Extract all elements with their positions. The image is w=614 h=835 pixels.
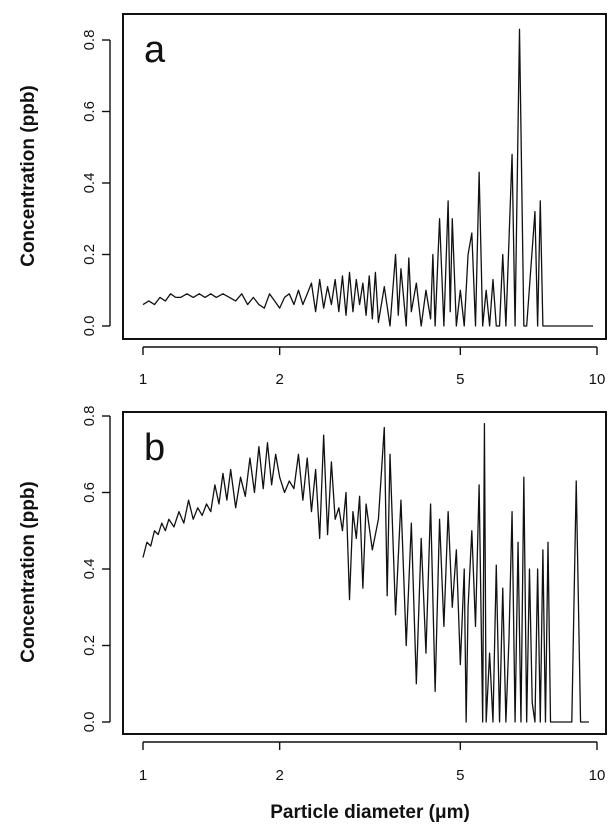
- panel-b: b 0.0 0.2 0.4 0.6 0.8 1 2 5 10 Concentration (p…: [18, 406, 607, 784]
- panel-b-y-axis: 0.0 0.2 0.4 0.6 0.8: [81, 406, 111, 733]
- panel-b-y-tick-label: 0.6: [81, 482, 98, 503]
- panel-a-y-tick-label: 0.4: [81, 173, 98, 194]
- panel-b-y-label: Concentration (ppb): [18, 481, 39, 663]
- panel-b-y-tick-label: 0.4: [81, 559, 98, 580]
- panel-a-y-axis: 0.0 0.2 0.4 0.6 0.8: [81, 30, 111, 337]
- panel-a-y-label: Concentration (ppb): [18, 85, 39, 267]
- panel-b-frame: [122, 411, 607, 735]
- panel-a-y-tick-label: 0.6: [81, 101, 98, 122]
- panel-b-x-tick-label: 2: [275, 767, 283, 784]
- panel-b-x-tick-label: 10: [589, 767, 606, 784]
- panel-b-x-axis: 1 2 5 10: [139, 741, 606, 784]
- panel-a-y-tick-label: 0.0: [81, 316, 98, 337]
- x-axis-label: Particle diameter (μm): [270, 802, 470, 823]
- panel-b-y-tick-label: 0.2: [81, 635, 98, 656]
- panel-a-x-axis: 1 2 5 10: [139, 346, 606, 388]
- panel-a-x-tick-label: 2: [275, 371, 283, 388]
- panel-a-x-tick-label: 10: [589, 371, 606, 388]
- panel-b-y-tick-label: 0.0: [81, 712, 98, 733]
- panel-b-x-tick-label: 1: [139, 767, 147, 784]
- panel-b-x-tick-label: 5: [456, 767, 464, 784]
- panel-b-series-line: [142, 423, 589, 723]
- panel-a-frame: [122, 13, 607, 340]
- panel-b-letter: b: [144, 427, 165, 469]
- panel-a-y-tick-label: 0.8: [81, 30, 98, 51]
- panel-a-series-line: [142, 28, 594, 327]
- panel-a-x-tick-label: 5: [456, 371, 464, 388]
- panel-a-y-tick-label: 0.2: [81, 244, 98, 265]
- panel-a: a 0.0 0.2 0.4 0.6 0.8 1 2 5 10 Concentration (p…: [18, 13, 607, 388]
- panel-b-y-tick-label: 0.8: [81, 406, 98, 427]
- panel-a-x-tick-label: 1: [139, 371, 147, 388]
- panel-a-letter: a: [144, 29, 166, 71]
